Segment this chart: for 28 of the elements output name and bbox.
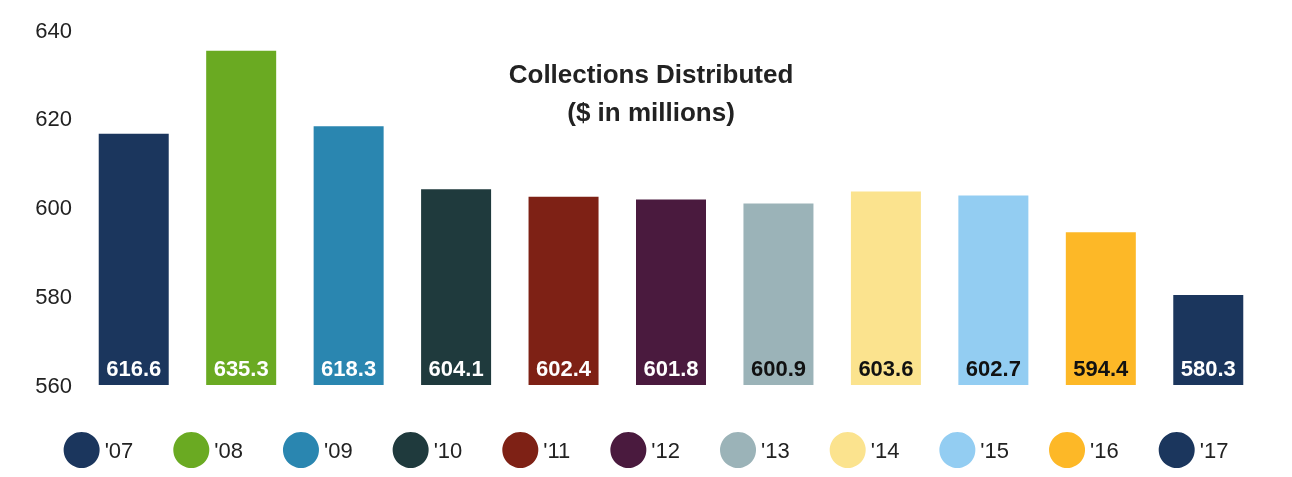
legend-label: '08 [214,437,243,463]
data-label: 580.3 [1180,355,1236,381]
data-label: 602.4 [536,355,592,381]
data-label: 603.6 [858,355,914,381]
y-tick-label: 600 [35,195,72,220]
data-label: 600.9 [750,355,806,381]
legend-label: '07 [104,437,134,463]
text: Collections Distributed ($ in millions) [508,59,794,127]
legend-label: '09 [323,437,353,463]
legend-label: '13 [761,437,790,463]
legend-label: '17 [1199,437,1229,463]
y-tick-label: 640 [35,17,72,43]
data-label: 618.3 [321,355,377,381]
data-label: 601.8 [643,355,699,381]
legend-label: '12 [651,437,681,463]
y-tick-label: 580 [35,283,72,309]
legend-label: '10 [433,437,463,463]
data-label: 616.6 [106,355,162,381]
legend-label: '14 [870,437,900,463]
y-tick-label: 560 [35,372,72,398]
data-label: 635.3 [213,355,269,381]
legend-label: '15 [980,437,1010,463]
y-tick-label: 620 [35,106,72,132]
legend-label: '16 [1090,437,1119,463]
data-label: 594.4 [1073,355,1130,381]
legend-label: '11 [543,437,571,463]
data-label: 602.7 [965,355,1021,381]
data-label: 604.1 [428,355,484,381]
